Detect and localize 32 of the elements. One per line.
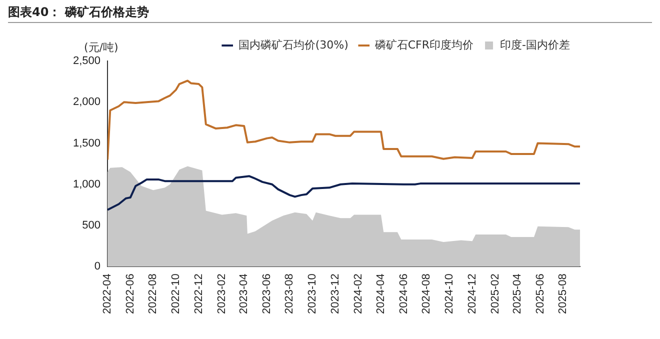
y-tick-label: 500	[82, 220, 101, 232]
x-tick-label: 2022-08	[147, 274, 160, 314]
x-tick-label: 2024-06	[398, 274, 410, 314]
x-tick-label: 2022-10	[170, 274, 182, 314]
x-tick-label: 2022-06	[124, 274, 136, 314]
x-tick-label: 2024-04	[375, 274, 388, 314]
x-tick-label: 2024-02	[352, 274, 365, 314]
legend-label: 磷矿石CFR印度均价	[374, 38, 474, 52]
legend-label: 国内磷矿石均价(30%)	[238, 38, 348, 52]
x-tick-label: 2024-12	[466, 274, 478, 314]
x-tick-label: 2025-04	[512, 274, 524, 314]
x-tick-label: 2023-04	[238, 274, 250, 314]
x-tick-label: 2022-12	[192, 274, 205, 314]
x-tick-label: 2023-12	[329, 274, 342, 314]
x-tick-label: 2023-08	[284, 274, 296, 314]
chart-title: 图表40： 磷矿石价格走势	[8, 4, 149, 21]
x-tick-label: 2023-10	[306, 274, 319, 314]
x-tick-label: 2025-08	[557, 274, 570, 314]
y-tick-label: 1,000	[72, 178, 101, 190]
y-tick-label: 2,500	[72, 55, 101, 68]
y-axis-title: (元/吨)	[84, 40, 118, 55]
x-tick-label: 2023-02	[216, 274, 228, 314]
y-tick-label: 2,000	[72, 96, 101, 108]
x-tick-label: 2023-06	[260, 274, 273, 314]
legend-label: 印度-国内价差	[500, 38, 570, 52]
y-tick-label: 1,500	[72, 137, 101, 150]
y-tick-label: 0	[94, 260, 101, 273]
x-tick-label: 2024-10	[443, 274, 456, 314]
x-tick-label: 2022-04	[102, 274, 114, 314]
x-tick-label: 2025-06	[534, 274, 546, 314]
x-tick-label: 2025-02	[489, 274, 502, 314]
x-tick-label: 2024-08	[420, 274, 433, 314]
